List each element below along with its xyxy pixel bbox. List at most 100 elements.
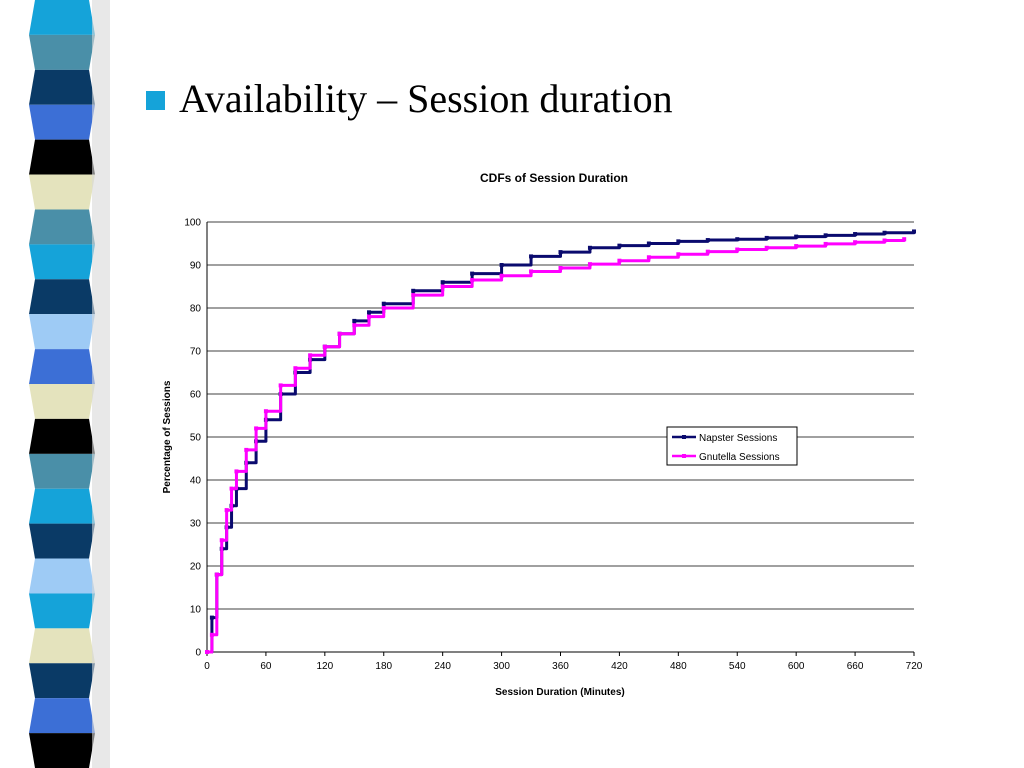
x-tick-label: 540 xyxy=(729,661,746,672)
data-point-napster xyxy=(617,243,622,248)
data-point-napster xyxy=(367,310,372,315)
x-tick-label: 300 xyxy=(493,661,510,672)
sidebar-stripe xyxy=(29,139,95,175)
data-point-napster xyxy=(646,241,651,246)
y-tick-label: 80 xyxy=(190,304,202,315)
data-point-napster xyxy=(705,238,710,243)
sidebar-stripe xyxy=(29,0,95,35)
data-point-gnutella xyxy=(823,241,828,246)
x-tick-labels: 0 60 120 180 240 300 360 420 480 540 600 660 720 xyxy=(204,652,923,672)
chart-title: CDFs of Session Duration xyxy=(480,171,628,185)
y-tick-label: 100 xyxy=(184,218,201,229)
x-tick-label: 720 xyxy=(906,661,923,672)
legend-marker-napster xyxy=(682,435,686,439)
data-point-napster xyxy=(440,280,445,285)
x-tick-label: 420 xyxy=(611,661,628,672)
data-point-gnutella xyxy=(676,252,681,257)
data-point-gnutella xyxy=(308,353,313,358)
sidebar-stripe xyxy=(29,558,95,594)
data-point-gnutella xyxy=(293,366,298,371)
sidebar-stripe xyxy=(29,453,95,489)
y-axis-label: Percentage of Sessions xyxy=(162,380,173,493)
y-tick-label: 40 xyxy=(190,476,202,487)
series-line-gnutella xyxy=(207,238,906,654)
data-point-napster xyxy=(764,235,769,240)
data-point-gnutella xyxy=(617,258,622,263)
data-point-napster xyxy=(853,232,858,237)
y-tick-label: 90 xyxy=(190,261,202,272)
data-point-gnutella xyxy=(229,486,234,491)
x-tick-label: 60 xyxy=(260,661,272,672)
legend-marker-gnutella xyxy=(682,454,686,458)
data-point-gnutella xyxy=(234,469,239,474)
series-line-napster xyxy=(207,231,916,654)
data-point-gnutella xyxy=(205,650,209,654)
data-point-gnutella xyxy=(352,323,357,328)
sidebar-stripe xyxy=(29,418,95,454)
data-point-gnutella xyxy=(411,293,416,298)
data-point-gnutella xyxy=(705,249,710,254)
data-point-gnutella xyxy=(735,247,740,252)
sidebar-stripe xyxy=(29,279,95,315)
data-point-gnutella xyxy=(529,269,534,274)
slide-heading: Availability – Session duration xyxy=(179,75,673,121)
data-point-napster xyxy=(381,301,386,306)
data-point-napster xyxy=(499,263,504,267)
sidebar-stripe xyxy=(29,628,95,664)
data-point-napster xyxy=(558,250,563,255)
sidebar-stripes xyxy=(29,0,110,768)
data-point-napster xyxy=(794,234,799,239)
legend-label-napster: Napster Sessions xyxy=(699,433,777,444)
legend: Napster Sessions Gnutella Sessions xyxy=(666,426,798,466)
data-point-napster xyxy=(882,230,887,235)
x-tick-label: 480 xyxy=(670,661,687,672)
data-point-gnutella xyxy=(278,383,283,388)
y-tick-label: 0 xyxy=(195,648,201,659)
data-point-gnutella xyxy=(244,447,249,452)
data-point-gnutella xyxy=(853,240,858,245)
data-point-gnutella xyxy=(764,245,769,250)
data-point-gnutella xyxy=(882,238,887,243)
data-point-gnutella xyxy=(646,255,651,260)
data-point-gnutella xyxy=(794,244,799,249)
data-point-gnutella xyxy=(470,278,475,283)
sidebar-stripe xyxy=(29,104,95,140)
data-point-napster xyxy=(529,254,534,259)
data-point-gnutella xyxy=(209,632,214,637)
bullet-square-icon xyxy=(146,90,165,110)
y-tick-label: 60 xyxy=(190,390,202,401)
data-point-gnutella xyxy=(558,266,563,271)
data-point-gnutella xyxy=(322,344,327,349)
y-tick-labels: 0 10 20 30 40 50 60 70 80 90 100 xyxy=(184,218,201,659)
y-tick-label: 50 xyxy=(190,433,202,444)
sidebar-stripe xyxy=(29,523,95,559)
sidebar-stripe xyxy=(29,488,95,524)
data-point-gnutella xyxy=(224,508,229,513)
session-duration-chart: CDFs of Session Duration 0 10 20 30 40 50 60 70… xyxy=(162,171,923,698)
data-point-gnutella xyxy=(587,262,592,267)
sidebar-stripe xyxy=(29,69,95,105)
data-point-napster xyxy=(411,288,416,293)
sidebar-stripe xyxy=(29,174,95,210)
data-point-napster xyxy=(676,239,681,244)
sidebar-stripe xyxy=(29,733,95,768)
y-tick-label: 70 xyxy=(190,347,202,358)
y-tick-label: 30 xyxy=(190,519,202,530)
sidebar-stripe xyxy=(29,384,95,419)
sidebar-stripe xyxy=(29,244,95,280)
x-tick-label: 0 xyxy=(204,661,210,672)
x-tick-label: 240 xyxy=(434,661,451,672)
data-point-gnutella xyxy=(902,237,907,242)
sidebar-stripe xyxy=(29,593,95,629)
y-tick-label: 20 xyxy=(190,562,202,573)
y-tick-label: 10 xyxy=(190,605,202,616)
sidebar-stripe xyxy=(29,698,95,734)
data-point-napster xyxy=(209,615,214,620)
data-point-napster xyxy=(823,233,828,238)
x-tick-label: 360 xyxy=(552,661,569,672)
data-point-gnutella xyxy=(263,409,268,414)
legend-box xyxy=(666,426,798,466)
data-point-gnutella xyxy=(381,306,386,310)
data-point-napster xyxy=(470,271,475,276)
grid-lines xyxy=(207,221,914,610)
